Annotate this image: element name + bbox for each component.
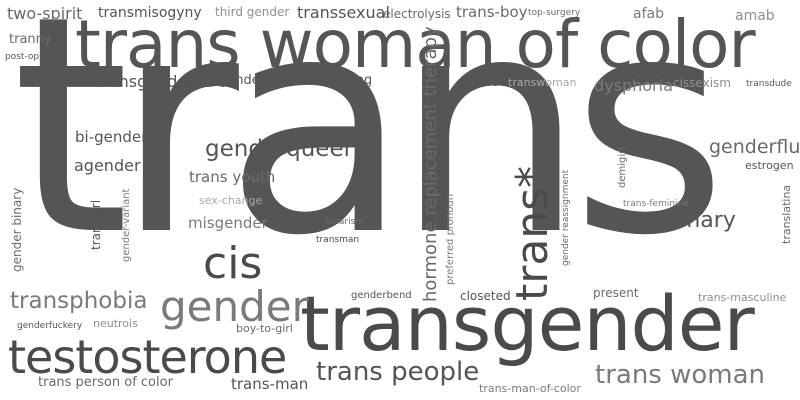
word-transphobia: transphobia [10,288,148,314]
word-trans-woman: trans woman [595,360,766,390]
word-bi-gender: bi-gender [75,128,148,146]
word-non-binary: non-binary [617,208,736,233]
word-trans-boy: trans-boy [456,3,528,21]
word-closeted: closeted [460,289,511,303]
word-translatina: translatina [780,184,793,244]
word-demigirl: demigirl [617,146,628,188]
word-genderbend: genderbend [351,290,412,301]
word-gender-variant: gender-variant [121,188,132,262]
word-hormone-replacement-therapy: hormone replacement therapy [420,26,441,302]
word-trans: trans [12,0,727,301]
word-post-op: post-op [5,52,40,62]
word-top-surgery: top-surgery [528,8,581,18]
word-amab: amab [735,8,775,24]
word-transgender: transgender [300,279,755,368]
word-agender: agender [74,156,141,175]
word-two-spirit: two-spirit [7,4,83,23]
word-transwoman: transwoman [508,76,577,89]
word-transman: transman [316,235,360,245]
word-cis: cis [203,238,263,289]
word-genderqueer: genderqueer [205,136,354,162]
word-dysphoria: dysphoria [594,76,673,95]
word-transgendered: transgendered [96,72,214,91]
word-gender: gender [160,282,309,331]
word-trans-masculine: trans-masculine [698,291,787,304]
word-estrogen: estrogen [745,159,794,172]
word-trans-youth: trans youth [189,168,276,186]
word-trans-star: trans* [507,165,558,301]
word-preferred-pronoun: preferred pronoun [445,193,456,285]
word-cishet: cishet [460,72,505,90]
word-electrolysis: electrolysis [383,7,451,21]
word-trans-man-of-color: trans-man-of-color [479,382,581,395]
word-trans-woman-of-color: trans woman of color [75,6,756,83]
word-gender-non-conforming: gender non-conforming [219,73,373,88]
word-cissexism: cissexism [673,76,731,90]
word-third-gender: third gender [215,5,290,19]
word-genderfluid: genderfluid [709,136,800,158]
word-transsexual: transsexual [297,3,390,22]
word-present: present [593,286,639,300]
word-misgender: misgender [188,214,268,232]
word-transgirl: transgirl [89,199,103,250]
word-testosterone: testosterone [8,330,287,384]
word-trans-person-of-color: trans person of color [38,375,173,390]
word-binarism: binarism [325,217,365,227]
word-boy-to-girl: boy-to-girl [236,322,293,335]
word-trans-people: trans people [316,357,480,387]
word-tranny: tranny [9,32,52,47]
word-sex-change: sex-change [199,194,263,207]
word-transdude: transdude [746,79,792,89]
word-neutrois: neutrois [93,317,138,330]
word-trans-man: trans-man [231,375,309,393]
word-transmisogyny: transmisogyny [98,5,202,21]
word-trans-feminine: trans-feminine [623,199,689,209]
word-genderfuckery: genderfuckery [17,321,83,331]
word-gender-binary: gender binary [10,187,24,272]
word-gender-reassignment: gender reassignment [561,169,571,266]
word-afab: afab [633,6,664,22]
